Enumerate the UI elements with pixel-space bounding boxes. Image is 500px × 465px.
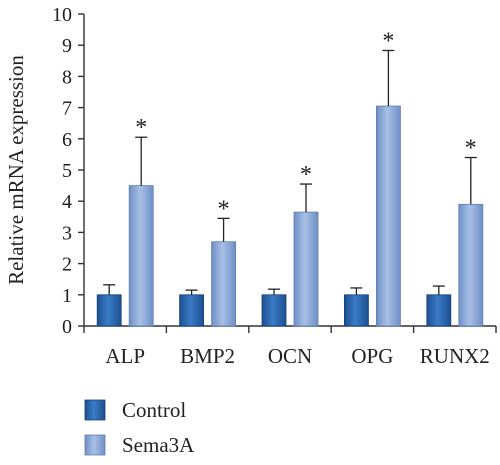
- y-tick-label: 0: [62, 316, 72, 338]
- bar-sema3a-runx2: [458, 203, 484, 327]
- bar-sema3a-ocn: [293, 211, 319, 327]
- bar-control-runx2: [426, 294, 452, 327]
- legend-swatch: [84, 399, 106, 421]
- category-label: RUNX2: [420, 344, 490, 368]
- legend-label: Sema3A: [122, 433, 195, 457]
- significance-asterisk: *: [300, 162, 312, 188]
- y-axis-title: Relative mRNA expression: [4, 55, 28, 285]
- category-label: ALP: [105, 344, 145, 368]
- y-tick-label: 4: [62, 191, 72, 213]
- y-tick-label: 10: [52, 4, 72, 26]
- category-label: OCN: [268, 344, 312, 368]
- significance-asterisk: *: [465, 136, 477, 162]
- bar-control-opg: [343, 294, 369, 327]
- bar-control-bmp2: [179, 294, 205, 327]
- category-label: OPG: [351, 344, 393, 368]
- legend-swatch: [84, 434, 106, 456]
- y-tick-label: 5: [62, 160, 72, 182]
- y-tick-label: 6: [62, 129, 72, 151]
- y-tick-label: 1: [62, 285, 72, 307]
- y-tick-label: 7: [62, 98, 72, 120]
- significance-asterisk: *: [135, 115, 147, 141]
- significance-asterisk: *: [218, 196, 230, 222]
- bar-sema3a-alp: [128, 185, 154, 327]
- category-label: BMP2: [180, 344, 235, 368]
- y-tick-label: 9: [62, 35, 72, 57]
- legend-label: Control: [122, 398, 186, 422]
- y-tick-label: 8: [62, 66, 72, 88]
- significance-asterisk: *: [382, 29, 394, 55]
- y-tick-label: 3: [62, 222, 72, 244]
- bar-control-ocn: [261, 294, 287, 327]
- bar-sema3a-opg: [375, 105, 401, 327]
- y-tick-label: 2: [62, 254, 72, 276]
- bar-control-alp: [96, 294, 122, 327]
- bar-sema3a-bmp2: [211, 241, 237, 327]
